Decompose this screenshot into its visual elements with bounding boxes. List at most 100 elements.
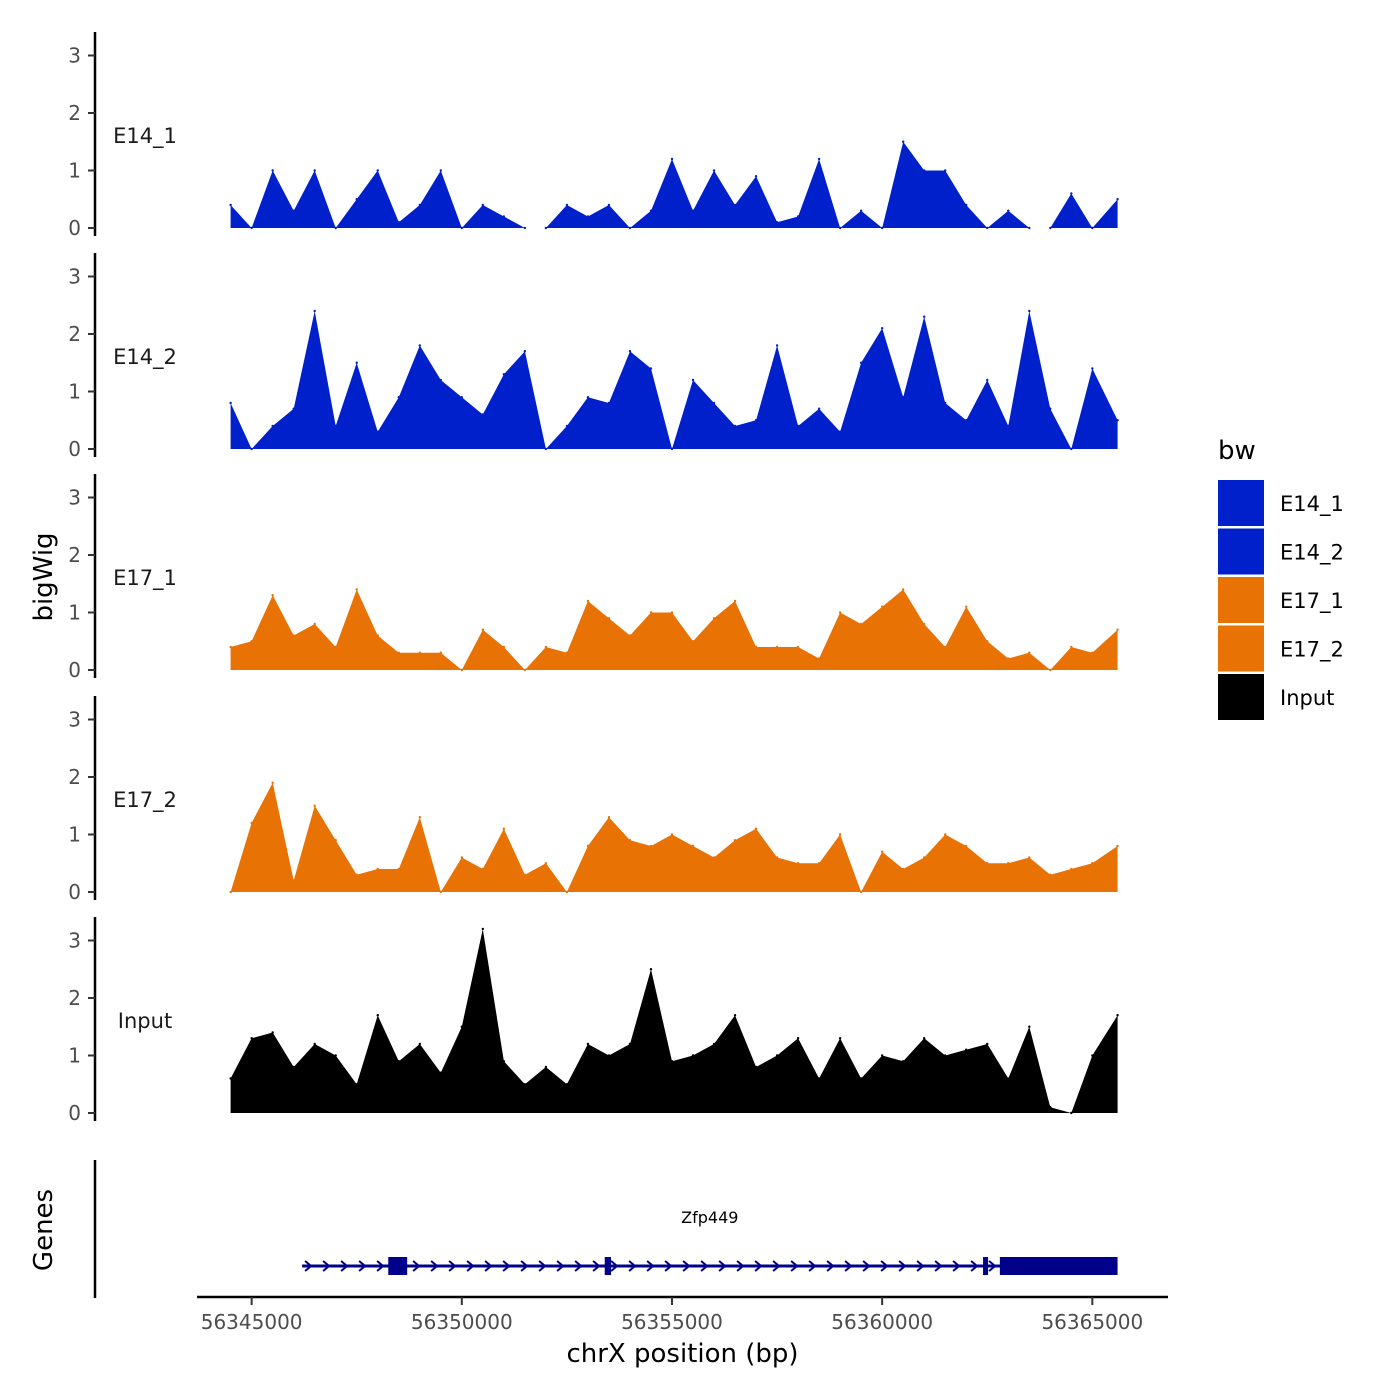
panel-e14_2: 0 1 2 3 E14_2 [68, 253, 1119, 461]
data-point [880, 1054, 884, 1057]
data-point [397, 1060, 400, 1063]
data-point [712, 617, 716, 620]
data-point [944, 1054, 947, 1057]
y-tick-label: 0 [68, 216, 81, 240]
y-tick-label: 0 [68, 437, 81, 461]
x-tick-label: 56345000 [201, 1310, 303, 1334]
data-point [1049, 873, 1052, 876]
data-point [229, 890, 232, 894]
data-point [965, 844, 968, 848]
data-point [754, 827, 758, 830]
y-axis-title: bigWig [29, 532, 59, 621]
data-point [292, 209, 295, 212]
data-point [313, 169, 316, 172]
y-tick-label: 3 [68, 708, 81, 732]
track-label: E17_2 [113, 788, 177, 813]
y-tick-label: 1 [68, 601, 81, 625]
data-point [313, 309, 316, 313]
data-point [397, 396, 400, 399]
strand-arrow [538, 1260, 547, 1272]
strand-arrow [340, 1260, 349, 1272]
data-point [250, 821, 253, 825]
data-point [775, 1054, 779, 1057]
data-point [986, 640, 989, 643]
strand-arrow [376, 1260, 385, 1272]
data-point [628, 350, 632, 353]
data-point [901, 396, 905, 399]
strand-arrow [754, 1260, 763, 1272]
data-point [292, 634, 295, 637]
strand-arrow [592, 1260, 601, 1272]
data-point [355, 198, 358, 201]
coverage-area-e14_2 [230, 311, 1118, 449]
data-point [691, 640, 695, 643]
coverage-area-e17_2 [230, 782, 1118, 892]
data-point [1070, 867, 1073, 871]
legend-label: E14_2 [1280, 541, 1344, 566]
strand-arrow [916, 1260, 925, 1272]
strand-arrow [934, 1260, 943, 1272]
x-axis-title: chrX position (bp) [566, 1339, 798, 1369]
y-tick-label: 2 [68, 101, 81, 125]
data-point [502, 1060, 506, 1063]
gene-name: Zfp449 [681, 1208, 738, 1227]
data-point [817, 157, 821, 161]
data-point [775, 344, 779, 347]
data-point [1007, 862, 1010, 865]
data-point [670, 447, 674, 451]
data-point [1007, 209, 1010, 212]
data-point [796, 1037, 800, 1040]
data-point [986, 1042, 989, 1046]
data-point [986, 378, 989, 382]
data-point [607, 401, 611, 405]
data-point [586, 215, 590, 218]
y-tick-label: 3 [68, 486, 81, 510]
strand-arrow [358, 1260, 367, 1272]
data-point [376, 169, 379, 172]
y-tick-label: 0 [68, 1101, 81, 1125]
data-point [901, 867, 905, 871]
data-point [1049, 226, 1052, 230]
data-point [691, 1054, 695, 1057]
y-tick-label: 2 [68, 322, 81, 346]
data-point [271, 424, 274, 428]
gene-exon [999, 1257, 1118, 1275]
data-point [1116, 198, 1119, 201]
data-point [250, 1037, 253, 1040]
y-tick-label: 3 [68, 265, 81, 289]
data-point [1007, 1077, 1010, 1080]
legend-label: E17_1 [1280, 589, 1344, 614]
data-point [292, 407, 295, 410]
strand-arrow [700, 1260, 709, 1272]
strand-arrow [484, 1260, 493, 1272]
data-point [271, 1031, 274, 1034]
data-point [775, 856, 779, 859]
data-point [649, 844, 653, 848]
data-point [586, 1042, 590, 1046]
strand-arrow [646, 1260, 655, 1272]
x-tick-label: 56350000 [411, 1310, 513, 1334]
legend-label: E14_1 [1280, 492, 1344, 517]
y-tick-label: 0 [68, 880, 81, 904]
data-point [880, 327, 884, 330]
data-point [796, 645, 800, 649]
panel-e17_1: 0 1 2 3 E17_1 [68, 474, 1119, 682]
legend-swatch-input [1218, 674, 1264, 720]
data-point [565, 203, 569, 207]
data-point [754, 419, 758, 422]
strand-arrow [448, 1260, 457, 1272]
data-point [1028, 856, 1031, 859]
data-point [355, 588, 358, 591]
data-point [250, 226, 253, 230]
data-point [649, 968, 653, 971]
data-point [1091, 651, 1094, 654]
data-point [1007, 657, 1010, 660]
data-point [355, 1083, 358, 1086]
strand-arrow [322, 1260, 331, 1272]
data-point [418, 203, 421, 207]
data-point [838, 611, 842, 614]
data-point [439, 378, 443, 382]
legend-title: bw [1218, 436, 1256, 466]
strand-arrow [682, 1260, 691, 1272]
